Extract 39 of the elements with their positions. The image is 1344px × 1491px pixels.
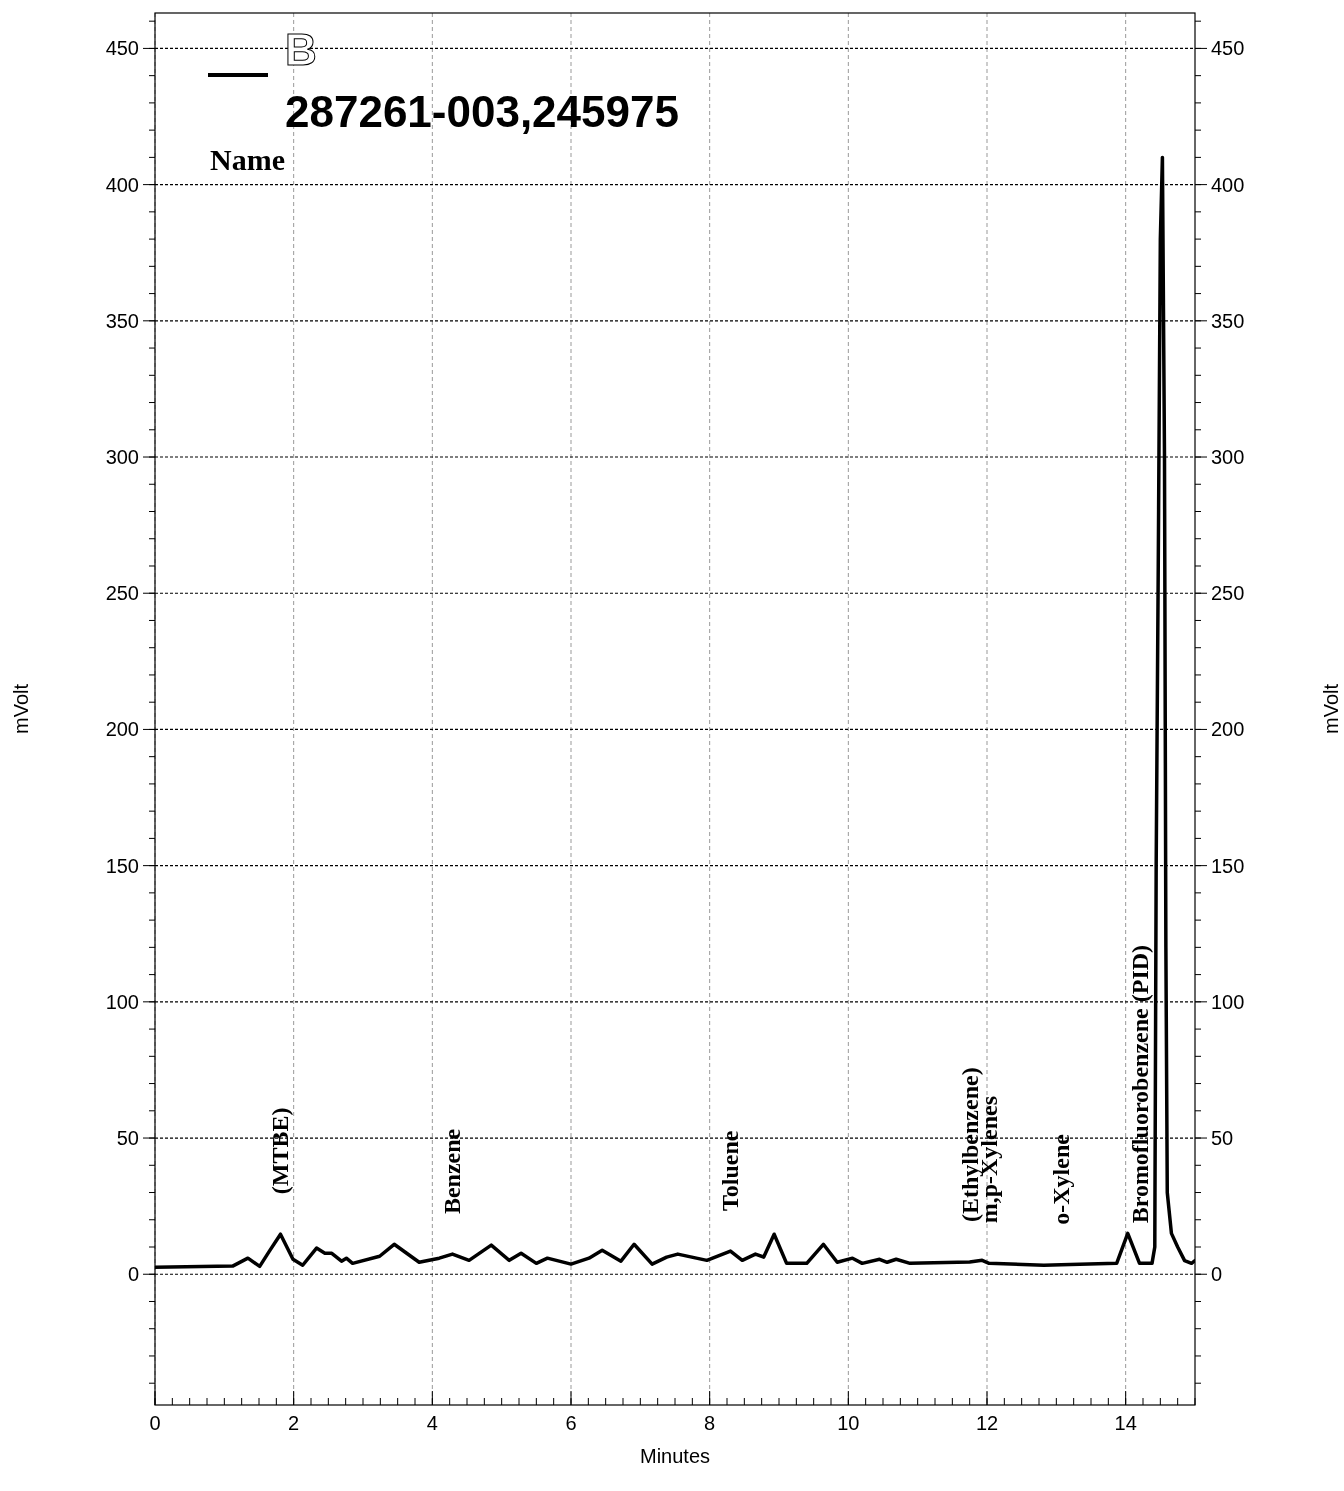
y2-tick-label: 150 <box>1211 854 1245 877</box>
x-axis-title: Minutes <box>639 1445 711 1467</box>
y-tick-label: 250 <box>105 582 139 605</box>
y-tick-label: 300 <box>105 446 139 469</box>
x-tick-label: 4 <box>426 1412 438 1434</box>
y-tick-label: 200 <box>105 718 139 741</box>
y-tick-label: 450 <box>105 37 139 60</box>
x-tick-label: 0 <box>149 1412 161 1434</box>
annotation: Benzene <box>439 1128 466 1215</box>
x-tick-label: 12 <box>975 1412 999 1434</box>
y2-tick-label: 300 <box>1211 446 1245 469</box>
y2-tick-label: 100 <box>1211 990 1245 1013</box>
y-tick-label: 50 <box>116 1127 139 1150</box>
y2-tick-label: 200 <box>1211 718 1245 741</box>
annotation: o-Xylene <box>1048 1133 1075 1225</box>
y-tick-label: 150 <box>105 854 139 877</box>
y2-tick-label: 400 <box>1211 173 1245 196</box>
annotation: 287261-003,245975 <box>285 87 679 136</box>
y-tick-label: 400 <box>105 173 139 196</box>
x-tick-label: 10 <box>837 1412 860 1434</box>
annotation: (MTBE) <box>267 1107 294 1195</box>
annotation: Bromofluorobenzene (PID) <box>1126 944 1153 1224</box>
annotation: Toluene <box>717 1130 744 1212</box>
x-tick-label: 6 <box>565 1412 577 1434</box>
y2-tick-label: 0 <box>1211 1263 1223 1286</box>
x-tick-label: 2 <box>288 1412 300 1434</box>
y-tick-label: 350 <box>105 309 139 332</box>
y-tick-label: 100 <box>105 990 139 1013</box>
y-axis-title: mVolt <box>10 683 32 735</box>
y2-tick-label: 450 <box>1211 37 1245 60</box>
y2-tick-label: 250 <box>1211 582 1245 605</box>
y-tick-label: 0 <box>127 1263 139 1286</box>
y2-tick-label: 350 <box>1211 309 1245 332</box>
legend-label: B <box>285 25 317 74</box>
y2-tick-label: 50 <box>1211 1127 1234 1150</box>
y2-axis-title: mVolt <box>1320 683 1342 735</box>
x-tick-label: 8 <box>704 1412 716 1434</box>
x-tick-label: 14 <box>1114 1412 1137 1434</box>
legend-title: Name <box>210 143 285 176</box>
